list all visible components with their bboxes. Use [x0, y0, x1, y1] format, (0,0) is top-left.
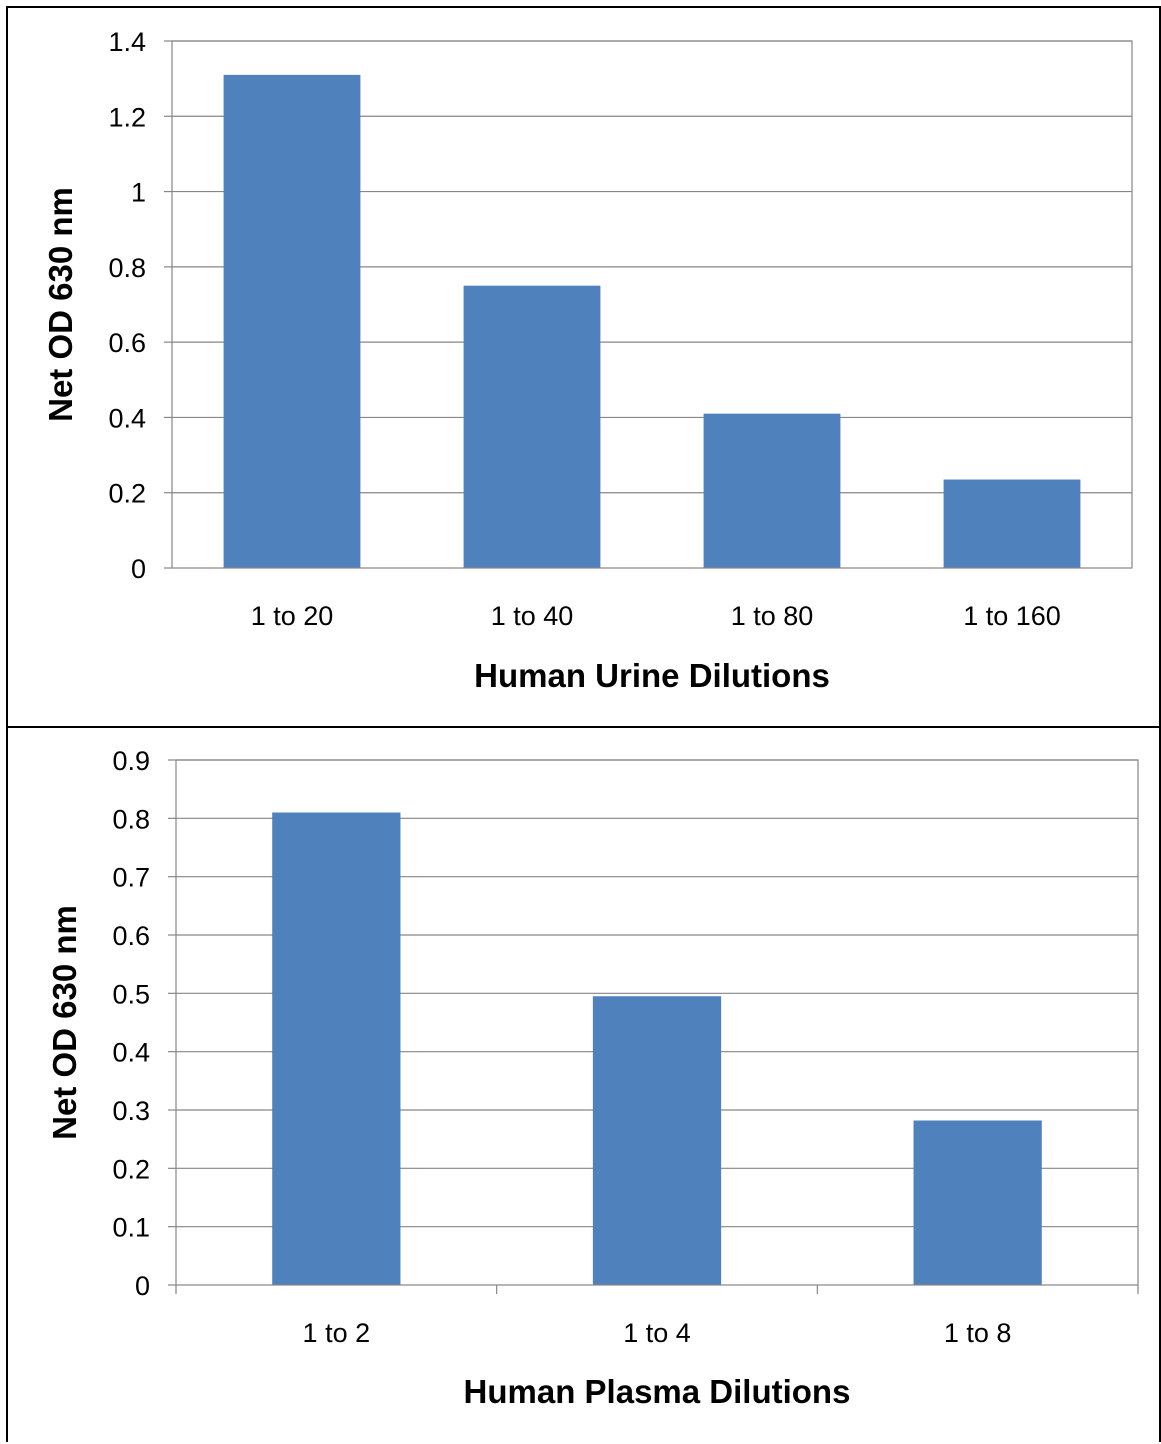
y-axis-title: Net OD 630 nm	[46, 905, 83, 1140]
x-tick-label: 1 to 40	[491, 601, 574, 631]
y-tick-label: 0.6	[112, 921, 150, 951]
bar	[223, 74, 361, 568]
y-tick-label: 0.8	[112, 804, 150, 834]
y-tick-label: 0.1	[112, 1213, 150, 1243]
x-tick-label: 1 to 160	[963, 601, 1061, 631]
y-axis-title: Net OD 630 nm	[42, 187, 79, 422]
bar	[703, 413, 841, 568]
y-tick-label: 0.5	[112, 979, 150, 1009]
y-tick-label: 1.2	[108, 102, 146, 132]
y-tick-label: 0	[131, 554, 146, 584]
y-tick-label: 0.2	[108, 479, 146, 509]
plot-area-border	[175, 759, 1139, 1286]
y-tick-label: 1	[131, 178, 146, 208]
x-axis-title: Human Plasma Dilutions	[464, 1373, 851, 1410]
y-tick-label: 1.4	[108, 27, 146, 57]
y-tick-label: 0.3	[112, 1096, 150, 1126]
x-tick-label: 1 to 8	[944, 1318, 1012, 1348]
bar	[463, 285, 601, 568]
urine-dilutions-chart: 0 0.2 0.4 0.6 0.8 1 1.2 1.4 1 to 20 1 to 40 1 to 8…	[42, 27, 1133, 694]
x-tick-label: 1 to 4	[623, 1318, 691, 1348]
y-tick-label: 0	[135, 1271, 150, 1301]
y-tick-label: 0.6	[108, 328, 146, 358]
y-tick-label: 0.8	[108, 253, 146, 283]
x-tick-label: 1 to 2	[303, 1318, 371, 1348]
bar	[943, 479, 1081, 568]
y-tick-label: 0.9	[112, 746, 150, 776]
x-tick-label: 1 to 20	[251, 601, 334, 631]
plasma-chart-panel: 0 0.1 0.2 0.3 0.4 0.5 0.6 0.7 0.8 0.9 1 to 2 1 to 4…	[6, 726, 1161, 1442]
bar	[592, 996, 722, 1285]
x-axis-title: Human Urine Dilutions	[474, 657, 830, 694]
y-tick-label: 0.4	[112, 1038, 150, 1068]
urine-chart-panel: 0 0.2 0.4 0.6 0.8 1 1.2 1.4 1 to 20 1 to 40 1 to 8…	[6, 6, 1161, 728]
bar	[913, 1120, 1042, 1285]
plasma-dilutions-chart: 0 0.1 0.2 0.3 0.4 0.5 0.6 0.7 0.8 0.9 1 to 2 1 to 4…	[46, 746, 1139, 1410]
y-tick-label: 0.4	[108, 403, 146, 433]
x-tick-label: 1 to 80	[731, 601, 814, 631]
y-tick-label: 0.2	[112, 1154, 150, 1184]
bar	[272, 812, 401, 1285]
plot-area-border	[171, 40, 1133, 569]
y-tick-label: 0.7	[112, 863, 150, 893]
